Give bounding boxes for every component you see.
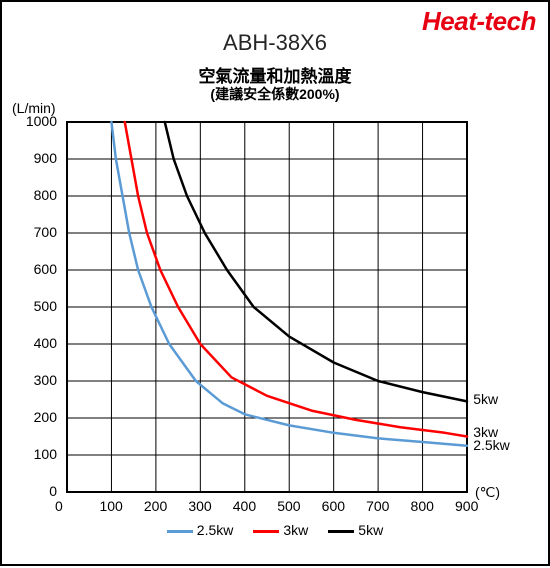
legend-swatch	[253, 530, 279, 533]
x-tick-label: 200	[144, 498, 167, 514]
legend-item-3kw: 3kw	[253, 522, 308, 538]
legend-item-5kw: 5kw	[328, 522, 383, 538]
x-tick-label: 400	[233, 498, 256, 514]
x-tick-label: 700	[366, 498, 389, 514]
chart-container: Heat-tech ABH-38X6 空氣流量和加熱溫度 (建議安全係數200%…	[0, 0, 550, 566]
plot-area	[2, 2, 550, 568]
series-label-5kw: 5kw	[473, 391, 498, 407]
y-tick-label: 900	[34, 150, 57, 166]
x-tick-label: 100	[99, 498, 122, 514]
y-tick-label: 1000	[26, 113, 57, 129]
y-tick-label: 600	[34, 261, 57, 277]
series-5kw	[165, 122, 467, 401]
legend-label: 5kw	[358, 522, 383, 538]
y-tick-label: 400	[34, 335, 57, 351]
x-tick-label: 900	[455, 498, 478, 514]
legend: 2.5kw 3kw 5kw	[2, 522, 548, 538]
series-label-3kw: 3kw	[473, 424, 498, 440]
y-tick-label: 300	[34, 372, 57, 388]
legend-item-2.5kw: 2.5kw	[167, 522, 234, 538]
x-tick-label: 800	[411, 498, 434, 514]
legend-label: 2.5kw	[197, 522, 234, 538]
legend-label: 3kw	[283, 522, 308, 538]
x-tick-label: 300	[188, 498, 211, 514]
y-tick-label: 800	[34, 187, 57, 203]
y-tick-label: 0	[49, 483, 57, 499]
x-tick-label: 500	[277, 498, 300, 514]
x-tick-label: 0	[55, 498, 63, 514]
y-tick-label: 200	[34, 409, 57, 425]
x-tick-label: 600	[322, 498, 345, 514]
y-tick-label: 100	[34, 446, 57, 462]
legend-swatch	[167, 530, 193, 533]
legend-swatch	[328, 530, 354, 533]
y-tick-label: 500	[34, 298, 57, 314]
y-tick-label: 700	[34, 224, 57, 240]
